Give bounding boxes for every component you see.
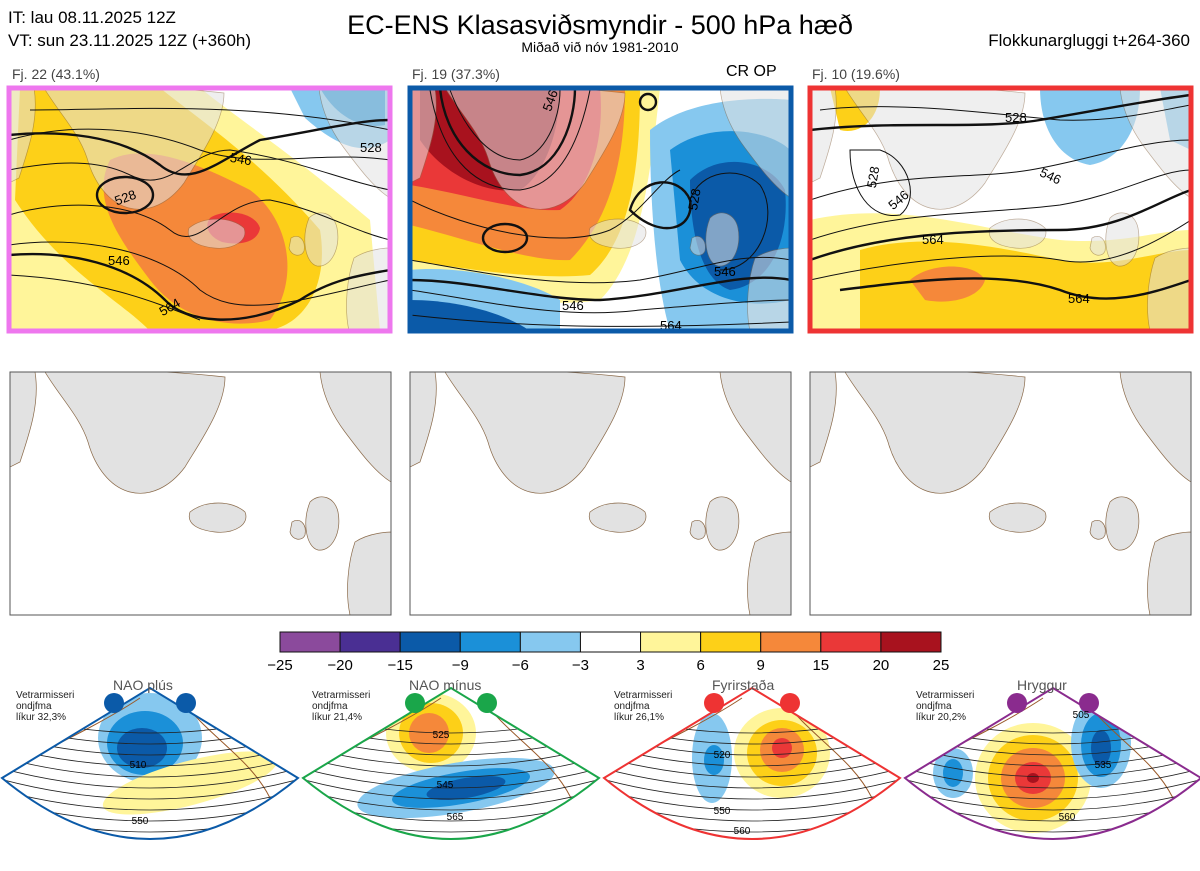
colorbar-bin — [579, 631, 642, 653]
base-map-3 — [810, 372, 1191, 615]
regime-contour-label: 560 — [1059, 812, 1076, 823]
cluster-label-1: Fj. 22 (43.1%) — [12, 66, 100, 82]
regime-contour-label: 550 — [714, 806, 731, 817]
colorbar-bin — [880, 631, 942, 653]
regime-contour-label: 525 — [433, 730, 450, 741]
colorbar-bin — [339, 631, 401, 653]
regime-marker-dot — [1007, 693, 1027, 713]
contour-label: 546 — [562, 298, 584, 313]
contour-label: 528 — [1005, 110, 1027, 125]
regime-marker-dot — [780, 693, 800, 713]
colorbar-tick-label: 3 — [636, 657, 644, 674]
contour-label: 546 — [229, 150, 253, 169]
colorbar-tick-label: −3 — [572, 657, 589, 674]
contour-label: 528 — [113, 187, 139, 209]
regime-contour-label: 545 — [437, 780, 454, 791]
colorbar-tick-label: 20 — [873, 657, 890, 674]
colorbar-tick-label: −20 — [327, 657, 352, 674]
contour-label: 546 — [714, 264, 736, 279]
colorbar-tick-label: −9 — [452, 657, 469, 674]
contour-label: 564 — [922, 232, 944, 247]
regime-note-4: Vetrarmisseri ondjfma líkur 20,2% — [916, 690, 975, 723]
regime-note-3: Vetrarmisseri ondjfma líkur 26,1% — [614, 690, 673, 723]
contour-label: 546 — [108, 253, 130, 268]
regime-marker-dot — [1079, 693, 1099, 713]
valid-time: VT: sun 23.11.2025 12Z (+360h) — [8, 31, 252, 50]
colorbar-bin — [760, 631, 822, 653]
colorbar: −25 −20 −15 −9 −6 −3 3 6 9 15 20 25 — [267, 631, 950, 674]
regime-note-2: Vetrarmisseri ondjfma líkur 21,4% — [312, 690, 371, 723]
cluster-frame-1 — [6, 85, 393, 334]
cluster-label-2: Fj. 19 (37.3%) — [412, 66, 500, 82]
colorbar-bin — [519, 631, 581, 653]
colorbar-tick-label: 9 — [757, 657, 765, 674]
cluster-map-1: 528 546 546 528 564 — [9, 88, 390, 331]
cluster-map-2: 546 528 546 546 564 — [410, 88, 791, 333]
colorbar-tick-label: −6 — [512, 657, 529, 674]
contour-label: 564 — [660, 318, 682, 333]
regime-fan: 510 550 — [0, 686, 300, 840]
regime-marker-dot — [405, 693, 425, 713]
regime-name-1: NAO plús — [113, 677, 173, 693]
colorbar-bin — [279, 631, 341, 653]
cluster-frame-2 — [407, 85, 794, 334]
colorbar-tick-label: 25 — [933, 657, 950, 674]
regime-name-4: Hryggur — [1017, 677, 1067, 693]
page-subtitle: Miðað við nóv 1981-2010 — [521, 39, 679, 55]
contour-label: 564 — [1068, 291, 1090, 306]
init-time: IT: lau 08.11.2025 12Z — [8, 8, 176, 27]
base-map-2 — [410, 372, 791, 615]
cluster-frame-3 — [807, 85, 1194, 334]
colorbar-bin — [399, 631, 461, 653]
regime-contour-label: 520 — [714, 750, 731, 761]
colorbar-tick-label: 6 — [696, 657, 704, 674]
contour-label: 546 — [539, 88, 561, 114]
colorbar-bin — [459, 631, 521, 653]
contour-label: 528 — [685, 187, 704, 211]
contour-label: 528 — [360, 140, 382, 155]
cluster-label-3: Fj. 10 (19.6%) — [812, 66, 900, 82]
regime-contour-label: 535 — [1095, 760, 1112, 771]
colorbar-tick-label: −25 — [267, 657, 292, 674]
regime-marker-dot — [704, 693, 724, 713]
base-map-1 — [10, 372, 391, 615]
classification-window: Flokkunargluggi t+264-360 — [988, 31, 1190, 50]
regime-contour-label: 565 — [447, 812, 464, 823]
regime-contour-label: 560 — [734, 826, 751, 837]
page-title: EC-ENS Klasasviðsmyndir - 500 hPa hæð — [347, 10, 853, 40]
regime-marker-dot — [477, 693, 497, 713]
colorbar-tick-label: −15 — [387, 657, 412, 674]
cluster-map-3: 528 546 528 546 564 564 — [810, 88, 1191, 331]
regime-note-1: Vetrarmisseri ondjfma líkur 32,3% — [16, 690, 75, 723]
regime-fan: 525 545 565 — [301, 686, 601, 840]
regime-fan: 505 535 560 — [903, 686, 1200, 840]
colorbar-bin — [820, 631, 882, 653]
regime-contour-label: 550 — [132, 816, 149, 827]
header-init-time-block: IT: lau 08.11.2025 12Z VT: sun 23.11.202… — [8, 6, 251, 52]
regime-marker-dot — [104, 693, 124, 713]
cluster-tag-cr-op: CR OP — [726, 63, 777, 80]
regime-marker-dot — [176, 693, 196, 713]
colorbar-bin — [700, 631, 762, 653]
colorbar-bin — [640, 631, 702, 653]
contour-label: 528 — [864, 165, 883, 189]
colorbar-tick-label: 15 — [812, 657, 829, 674]
regime-name-3: Fyrirstaða — [712, 677, 775, 693]
regime-contour-label: 510 — [130, 760, 147, 771]
regime-name-2: NAO mínus — [409, 677, 482, 693]
regime-contour-label: 505 — [1073, 710, 1090, 721]
